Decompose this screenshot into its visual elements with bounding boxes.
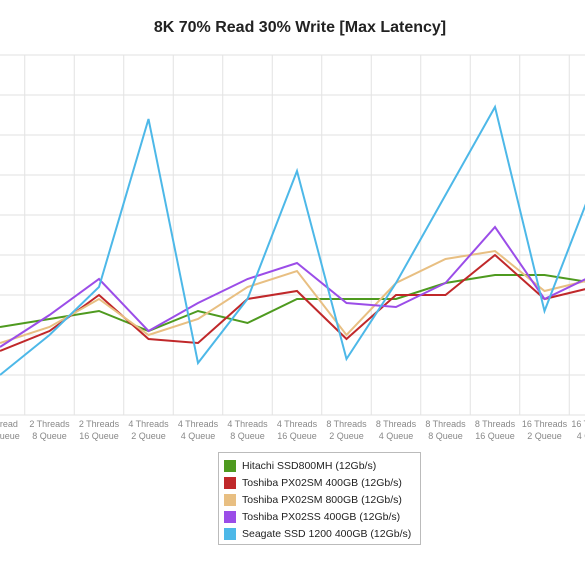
x-tick-label: 2 Queue [329, 431, 364, 441]
series-line [0, 104, 585, 376]
x-tick-label: 8 Threads [475, 419, 516, 429]
legend: Hitachi SSD800MH (12Gb/s) Toshiba PX02SM … [218, 452, 421, 545]
x-tick-label: 8 Threads [376, 419, 417, 429]
legend-label: Toshiba PX02SM 800GB (12Gb/s) [242, 493, 402, 506]
legend-item: Toshiba PX02SM 400GB (12Gb/s) [224, 474, 420, 491]
x-tick-label: 8 Queue [230, 431, 265, 441]
legend-swatch [224, 493, 236, 506]
series-line [0, 253, 585, 352]
series-line [0, 249, 585, 344]
legend-label: Toshiba PX02SS 400GB (12Gb/s) [242, 510, 401, 523]
legend-swatch [224, 527, 236, 540]
legend-item: Hitachi SSD800MH (12Gb/s) [224, 457, 420, 474]
legend-item: Seagate SSD 1200 400GB (12Gb/s) [224, 525, 420, 542]
legend-item: Toshiba PX02SS 400GB (12Gb/s) [224, 508, 420, 525]
x-axis-labels: 1 Thread 16 Queue 2 Threads 8 Queue 2 Thread… [0, 419, 585, 441]
x-tick-label: 16 Queue [475, 431, 515, 441]
legend-swatch [224, 476, 236, 489]
grid-lines [0, 54, 585, 416]
x-tick-label: 16 Queue [79, 431, 119, 441]
series-lines [0, 104, 585, 376]
x-tick-label: 8 Threads [326, 419, 367, 429]
x-tick-label: 4 Queue [379, 431, 414, 441]
x-tick-label: 16 Queue [0, 431, 20, 441]
x-tick-label: 16 Threads [522, 419, 568, 429]
x-tick-label: 4 Queue [577, 431, 585, 441]
x-tick-label: 16 Queue [277, 431, 317, 441]
x-tick-label: 2 Queue [131, 431, 166, 441]
legend-swatch [224, 510, 236, 523]
x-tick-label: 4 Threads [277, 419, 318, 429]
legend-label: Hitachi SSD800MH (12Gb/s) [242, 459, 377, 472]
series-line [0, 225, 585, 348]
line-chart: 1 Thread 16 Queue 2 Threads 8 Queue 2 Thread… [0, 54, 585, 441]
x-tick-label: 2 Queue [527, 431, 562, 441]
x-tick-label: 8 Queue [428, 431, 463, 441]
x-tick-label: 8 Threads [425, 419, 466, 429]
x-tick-label: 4 Threads [227, 419, 268, 429]
x-tick-label: 1 Thread [0, 419, 18, 429]
x-tick-label: 16 Threads [571, 419, 585, 429]
chart-title: 8K 70% Read 30% Write [Max Latency] [153, 19, 447, 36]
x-tick-label: 2 Threads [79, 419, 120, 429]
x-tick-label: 2 Threads [29, 419, 70, 429]
legend-item: Toshiba PX02SM 800GB (12Gb/s) [224, 491, 420, 508]
legend-swatch [224, 459, 236, 472]
x-tick-label: 4 Threads [178, 419, 219, 429]
x-tick-label: 4 Queue [181, 431, 216, 441]
x-tick-label: 4 Threads [128, 419, 169, 429]
legend-label: Seagate SSD 1200 400GB (12Gb/s) [242, 527, 412, 540]
legend-label: Toshiba PX02SM 400GB (12Gb/s) [242, 476, 402, 489]
series-line [0, 274, 585, 333]
x-tick-label: 8 Queue [32, 431, 67, 441]
